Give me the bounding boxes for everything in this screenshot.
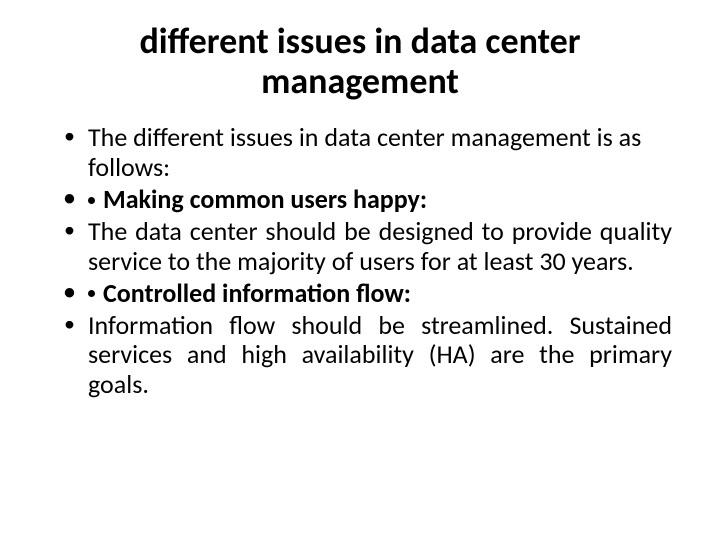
list-item: The data center should be designed to pr… — [88, 217, 672, 277]
list-item: Controlled information flow: — [88, 279, 672, 309]
list-item: Information flow should be streamlined. … — [88, 311, 672, 401]
list-item: Making common users happy: — [88, 185, 672, 215]
bullet-text: Controlled information flow: — [103, 277, 411, 309]
slide-title: different issues in data center manageme… — [48, 22, 672, 101]
bullet-text: Information flow should be streamlined. … — [88, 309, 672, 401]
bullet-list: The different issues in data center mana… — [48, 123, 672, 400]
dot-icon — [88, 197, 95, 204]
bullet-text: The data center should be designed to pr… — [88, 215, 672, 277]
slide: different issues in data center manageme… — [0, 0, 720, 540]
bullet-text: The different issues in data center mana… — [88, 121, 641, 183]
dot-icon — [88, 290, 95, 297]
bullet-text: Making common users happy: — [103, 183, 427, 215]
list-item: The different issues in data center mana… — [88, 123, 672, 183]
